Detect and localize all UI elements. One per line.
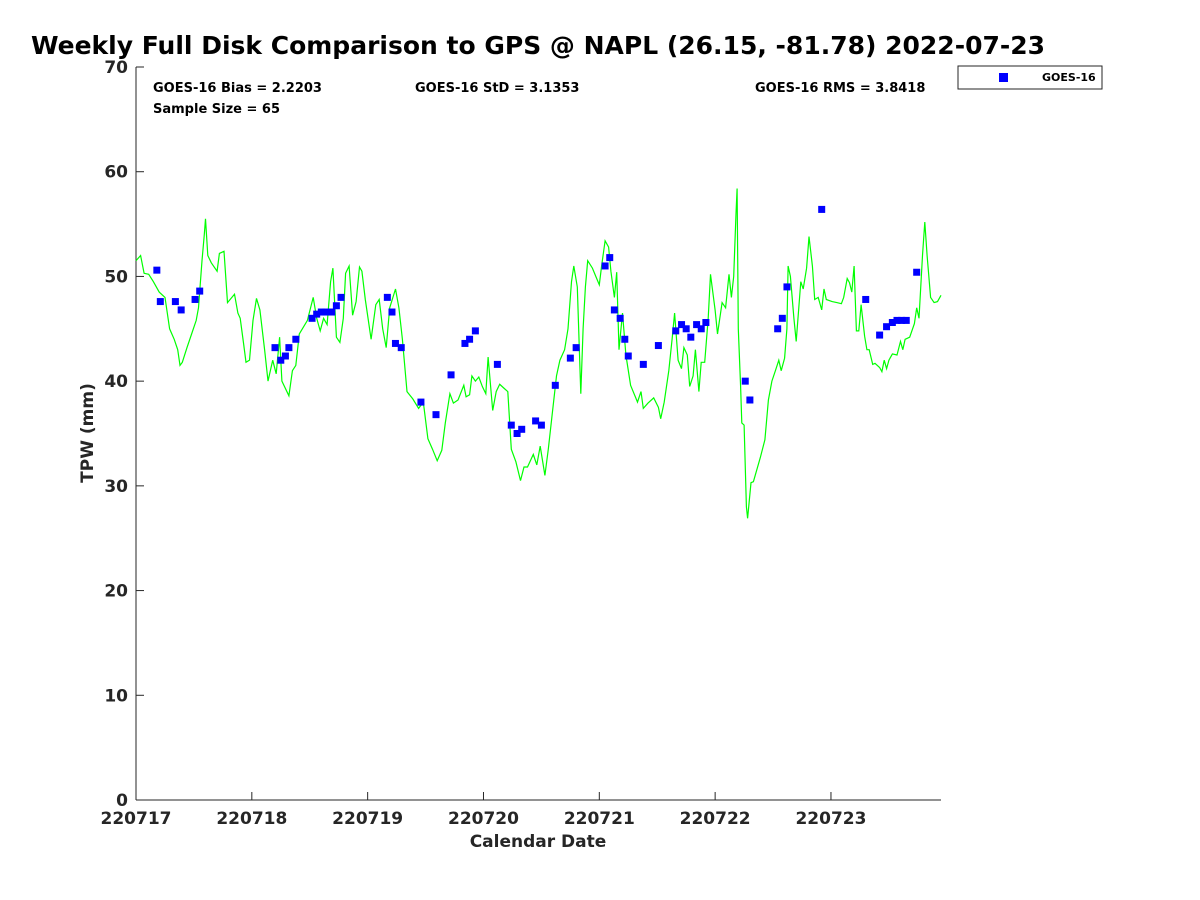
goes16-point (572, 344, 580, 352)
goes16-point (277, 356, 285, 364)
y-tick-label: 0 (116, 791, 128, 811)
goes16-point (621, 335, 629, 343)
goes16-point (471, 327, 479, 335)
y-tick-label: 10 (104, 686, 128, 706)
goes16-point (308, 314, 316, 322)
goes16-point (551, 381, 559, 389)
goes16-point (537, 421, 545, 429)
x-tick-label: 220719 (332, 809, 403, 829)
goes16-point (778, 314, 786, 322)
y-axis-label: TPW (mm) (78, 383, 98, 483)
goes16-point (292, 335, 300, 343)
goes16-point (513, 430, 521, 437)
goes16-point (383, 293, 391, 301)
goes16-point (610, 306, 618, 314)
goes16-point (893, 316, 901, 324)
goes16-point (332, 302, 340, 310)
y-tick-label: 20 (104, 582, 128, 602)
goes16-point (693, 321, 701, 329)
goes16-point (606, 254, 614, 262)
y-ticks: 0 10 20 30 40 50 60 70 (104, 58, 144, 811)
goes16-point (672, 327, 680, 335)
std-stat: GOES-16 StD = 3.1353 (415, 81, 579, 96)
x-axis-label: Calendar Date (470, 832, 607, 852)
goes16-point (271, 344, 279, 352)
goes16-point (391, 339, 399, 347)
goes16-point (678, 321, 686, 329)
bias-stat: GOES-16 Bias = 2.2203 (153, 81, 322, 96)
goes16-point (322, 308, 330, 316)
x-tick-label: 220721 (564, 809, 635, 829)
goes16-point (697, 325, 705, 333)
legend-box (957, 65, 1103, 90)
goes16-point (639, 360, 647, 368)
goes16-point (417, 398, 425, 406)
x-tick-label: 220722 (680, 809, 751, 829)
goes16-point (783, 283, 791, 291)
y-tick-label: 50 (104, 267, 128, 287)
goes16-point (461, 339, 469, 347)
goes16-point (687, 333, 695, 341)
goes16-point (913, 268, 921, 276)
x-ticks: 220717 220718 220719 220720 220721 220722 2207… (101, 792, 866, 829)
goes16-point (741, 377, 749, 385)
goes16-point (898, 316, 906, 324)
goes16-point (337, 293, 345, 301)
goes16-point (388, 308, 396, 316)
goes16-point (313, 310, 321, 318)
sample-size-stat: Sample Size = 65 (153, 102, 280, 117)
goes16-point (397, 344, 405, 352)
goes16-point (281, 352, 289, 360)
goes16-point (317, 308, 325, 316)
goes16-point (566, 354, 574, 362)
goes16-point (746, 396, 754, 404)
axes (135, 67, 941, 801)
goes16-point (888, 319, 896, 327)
goes16-point (774, 325, 782, 333)
goes16-point (902, 316, 910, 324)
goes16-point (518, 425, 526, 433)
goes16-point (171, 298, 179, 306)
y-tick-label: 60 (104, 163, 128, 183)
x-tick-label: 220717 (101, 809, 172, 829)
goes16-point (616, 314, 624, 322)
chart-title: Weekly Full Disk Comparison to GPS @ NAP… (31, 31, 1045, 60)
goes16-point (156, 298, 164, 306)
y-tick-label: 40 (104, 372, 128, 392)
goes16-point (507, 421, 515, 429)
y-tick-label: 30 (104, 477, 128, 497)
goes16-point (682, 325, 690, 333)
goes16-point (862, 295, 870, 303)
goes16-point (177, 306, 185, 314)
goes16-point (196, 287, 204, 295)
goes16-point (702, 319, 710, 327)
plot-area (135, 188, 942, 519)
x-tick-label: 220718 (216, 809, 287, 829)
goes16-point (432, 411, 440, 419)
goes16-point (818, 205, 826, 213)
legend-marker (999, 73, 1008, 82)
legend: GOES-16 (957, 65, 1103, 90)
goes16-point (876, 331, 884, 339)
x-tick-label: 220720 (448, 809, 519, 829)
y-tick-label: 70 (104, 58, 128, 78)
goes16-point (883, 323, 891, 331)
goes16-point (624, 352, 632, 360)
goes16-point (654, 342, 662, 350)
goes16-point (153, 266, 161, 274)
goes16-point (532, 417, 540, 425)
goes16-point (328, 308, 336, 316)
goes16-point (191, 295, 199, 303)
goes16-point (601, 262, 609, 270)
goes16-point (447, 371, 455, 379)
x-tick-label: 220723 (795, 809, 866, 829)
legend-label: GOES-16 (1042, 71, 1096, 84)
rms-stat: GOES-16 RMS = 3.8418 (755, 81, 925, 96)
goes16-point (493, 360, 501, 368)
goes16-point (285, 344, 293, 352)
goes16-point (466, 335, 474, 343)
